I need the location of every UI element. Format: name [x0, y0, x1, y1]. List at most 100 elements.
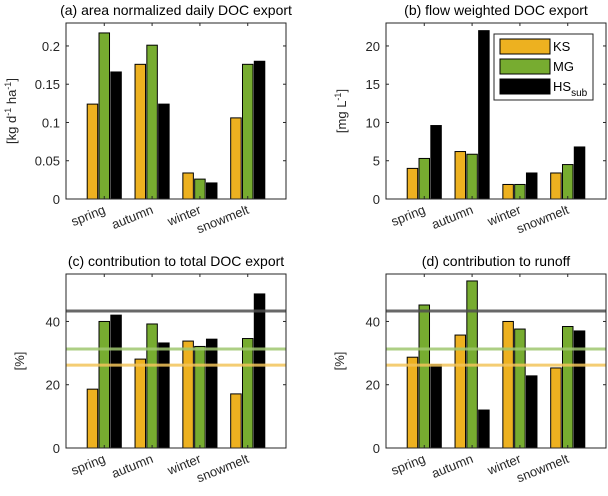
- bar-MG-snowmelt: [241, 338, 254, 449]
- axes-box: [65, 273, 287, 449]
- bar-KS-winter: [182, 340, 194, 449]
- bar-HSsub-spring: [430, 363, 442, 449]
- bar-KS-autumn: [134, 358, 147, 449]
- panel-c: (c) contribution to total DOC export 0 20 4…: [12, 253, 287, 486]
- bar-KS-winter: [502, 320, 514, 449]
- x-tick-label: snowmelt: [194, 202, 251, 237]
- bar-HSsub-winter: [525, 172, 538, 200]
- legend-swatch-MG: [499, 58, 551, 75]
- x-tick-label: spring: [389, 202, 427, 229]
- bar-HSsub-snowmelt: [573, 146, 586, 200]
- bar-KS-snowmelt: [550, 367, 562, 449]
- bar-HSsub-winter: [205, 338, 218, 449]
- y-axis-label: [%]: [12, 352, 27, 371]
- panel-title: (a) area normalized daily DOC export: [60, 2, 292, 18]
- y-tick-label: 15: [366, 77, 380, 92]
- panel-a: (a) area normalized daily DOC export 0 0.0…: [3, 2, 292, 236]
- bar-MG-spring: [418, 304, 431, 449]
- legend-label-text: MG: [553, 59, 574, 74]
- bar-KS-spring: [406, 356, 419, 449]
- y-axis-label-part: [%]: [12, 352, 27, 371]
- y-tick-label: 0: [373, 192, 380, 207]
- y-tick-label: 0.1: [42, 115, 60, 130]
- x-tick-label: autumn: [109, 451, 155, 481]
- y-tick-label: 20: [366, 378, 380, 393]
- bar-KS-autumn: [454, 334, 467, 449]
- bar-KS-snowmelt: [230, 117, 242, 200]
- x-tick-label: spring: [389, 451, 427, 478]
- axes-box: [385, 22, 607, 200]
- bar-MG-snowmelt: [241, 63, 254, 200]
- panel-b: (b) flow weighted DOC export 0 5 10 15 20 spri…: [333, 2, 607, 237]
- axes-box: [65, 22, 287, 200]
- bar-MG-spring: [98, 32, 111, 200]
- bar-MG-winter: [194, 345, 206, 449]
- bar-HSsub-snowmelt: [253, 60, 266, 200]
- bar-MG-snowmelt: [561, 164, 574, 200]
- bar-MG-autumn: [466, 153, 478, 200]
- legend: KS MG HSsub: [493, 33, 594, 101]
- bar-MG-spring: [418, 157, 431, 200]
- bar-MG-spring: [98, 320, 111, 449]
- y-tick-label: 0.15: [35, 77, 60, 92]
- bar-KS-spring: [86, 103, 99, 200]
- legend-label-text: HS: [553, 79, 571, 94]
- bar-HSsub-autumn: [158, 342, 170, 449]
- y-tick-label: 0.05: [35, 154, 60, 169]
- y-axis-label: [%]: [332, 352, 347, 371]
- y-axis-label-part: [%]: [332, 352, 347, 371]
- bar-KS-autumn: [454, 151, 467, 200]
- bar-MG-autumn: [146, 323, 158, 449]
- bar-HSsub-autumn: [478, 30, 490, 200]
- axes-box: [385, 273, 607, 449]
- bar-HSsub-autumn: [158, 103, 170, 200]
- bar-MG-autumn: [146, 44, 158, 200]
- y-axis-label-part: [mg L: [334, 101, 349, 134]
- legend-label-subscript: sub: [571, 88, 588, 99]
- y-axis-label-part: ha: [4, 89, 19, 108]
- bar-HSsub-winter: [205, 182, 218, 200]
- y-tick-label: 5: [373, 154, 380, 169]
- bar-HSsub-autumn: [478, 409, 490, 449]
- y-tick-label: 0: [53, 441, 60, 456]
- y-axis-label-part: ]: [334, 89, 349, 93]
- y-tick-label: 0: [373, 441, 380, 456]
- legend-swatch-KS: [499, 38, 551, 55]
- bar-HSsub-spring: [110, 71, 122, 200]
- y-tick-label: 0: [53, 192, 60, 207]
- panel-title: (b) flow weighted DOC export: [404, 2, 588, 18]
- bar-MG-snowmelt: [561, 326, 574, 449]
- x-tick-label: spring: [69, 451, 107, 478]
- y-axis-label-superscript: -1: [3, 108, 13, 116]
- y-axis-label: [mg L-1]: [333, 89, 349, 133]
- bar-KS-spring: [86, 388, 99, 449]
- bar-HSsub-spring: [110, 314, 122, 449]
- x-tick-label: spring: [69, 202, 107, 229]
- panel-title: (c) contribution to total DOC export: [68, 253, 284, 269]
- x-tick-label: snowmelt: [514, 451, 571, 486]
- legend-label-MG: MG: [553, 59, 574, 74]
- x-tick-label: autumn: [429, 202, 475, 232]
- y-axis-label-superscript: -1: [3, 82, 13, 90]
- bar-KS-autumn: [134, 63, 147, 200]
- y-tick-label: 10: [366, 115, 380, 130]
- y-axis-label-part: [kg d: [4, 116, 19, 144]
- bar-HSsub-winter: [525, 375, 538, 449]
- y-tick-label: 20: [366, 39, 380, 54]
- y-tick-label: 20: [46, 378, 60, 393]
- legend-label-KS: KS: [553, 39, 571, 54]
- bar-HSsub-spring: [430, 125, 442, 200]
- y-tick-label: 40: [366, 314, 380, 329]
- y-axis-label-superscript: -1: [333, 93, 343, 101]
- bar-KS-snowmelt: [550, 172, 562, 200]
- x-tick-label: snowmelt: [514, 202, 571, 237]
- x-tick-label: snowmelt: [194, 451, 251, 486]
- legend-swatch-HSsub: [499, 78, 551, 95]
- y-axis-label: [kg d-1 ha-1]: [3, 78, 19, 144]
- bar-KS-spring: [406, 167, 419, 200]
- y-tick-label: 40: [46, 314, 60, 329]
- bar-KS-winter: [502, 183, 514, 200]
- legend-label-HSsub: HSsub: [553, 79, 588, 99]
- y-tick-label: 0.2: [42, 39, 60, 54]
